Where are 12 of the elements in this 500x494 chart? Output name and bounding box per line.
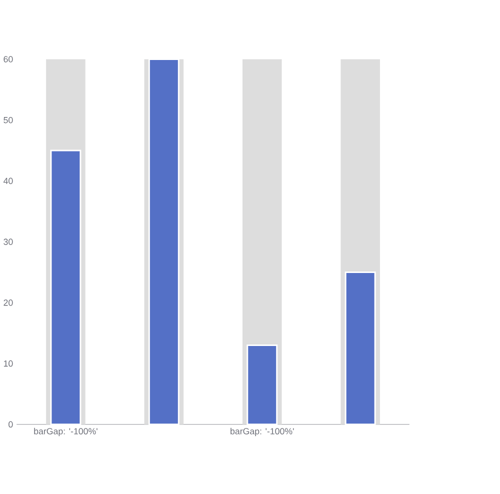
y-tick-label: 60 xyxy=(4,56,13,63)
x-tick-label: barGap: '-100%' xyxy=(34,428,98,436)
y-tick-label: 20 xyxy=(4,300,13,306)
bar xyxy=(246,344,278,426)
y-tick-label: 0 xyxy=(8,422,13,428)
y-tick-label: 10 xyxy=(4,360,13,367)
x-tick-label: barGap: '-100%' xyxy=(230,428,294,436)
bar xyxy=(344,272,376,426)
y-tick-label: 40 xyxy=(3,178,13,184)
y-tick-label: 50 xyxy=(4,117,13,124)
y-tick-label: 30 xyxy=(4,238,13,246)
bar xyxy=(50,150,82,426)
